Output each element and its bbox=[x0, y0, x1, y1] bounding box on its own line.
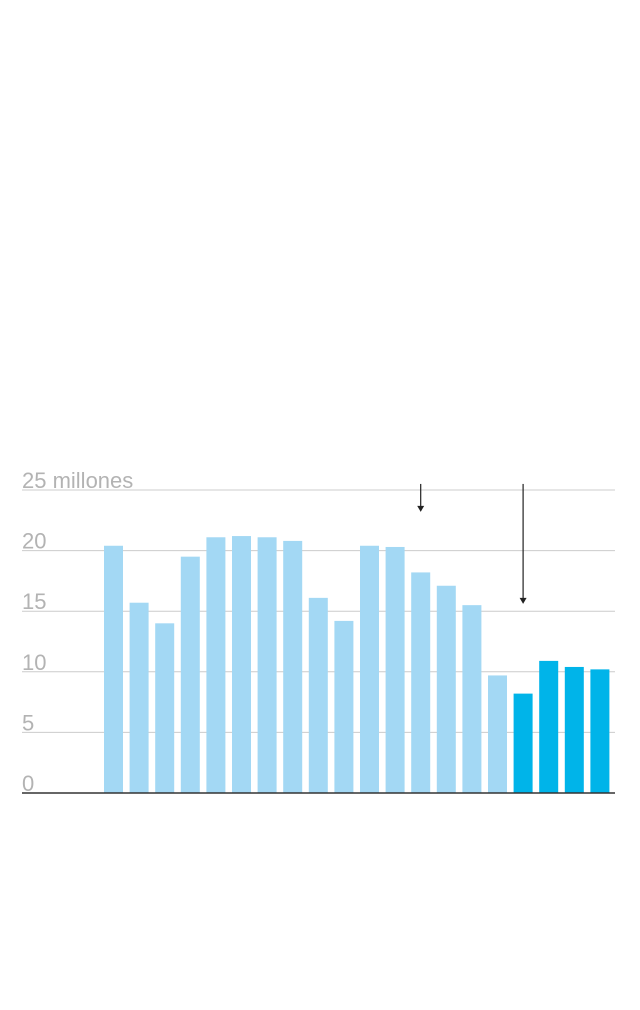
bar bbox=[308, 597, 328, 793]
bar bbox=[206, 537, 226, 793]
bar bbox=[436, 585, 456, 793]
bar bbox=[155, 623, 175, 793]
arrow-head bbox=[519, 597, 527, 604]
bar bbox=[513, 693, 533, 793]
bar bbox=[129, 602, 149, 793]
annotation-arrows bbox=[417, 483, 527, 604]
bar bbox=[180, 556, 200, 793]
bar bbox=[257, 537, 277, 793]
bar bbox=[232, 536, 251, 793]
arrow-head bbox=[417, 505, 425, 512]
bar bbox=[411, 572, 431, 793]
y-tick-label: 10 bbox=[22, 650, 46, 675]
y-tick-label: 20 bbox=[22, 529, 46, 554]
y-tick-label: 0 bbox=[22, 771, 34, 796]
bar bbox=[539, 660, 559, 793]
annotation-arrow bbox=[519, 483, 527, 604]
y-axis-tick-labels: 0 5 10 15 20 25 millones bbox=[22, 468, 133, 796]
bar bbox=[334, 620, 354, 793]
bar bbox=[360, 545, 379, 793]
annotation-arrow bbox=[417, 483, 425, 512]
y-tick-label: 25 millones bbox=[22, 468, 133, 493]
y-tick-label: 5 bbox=[22, 710, 34, 735]
bars bbox=[104, 536, 610, 793]
bar bbox=[462, 605, 482, 793]
bar bbox=[488, 675, 507, 793]
bar bbox=[283, 540, 303, 793]
bar bbox=[590, 669, 610, 793]
bar bbox=[104, 545, 123, 793]
bar bbox=[385, 546, 405, 793]
bar bbox=[564, 666, 584, 793]
y-tick-label: 15 bbox=[22, 589, 46, 614]
